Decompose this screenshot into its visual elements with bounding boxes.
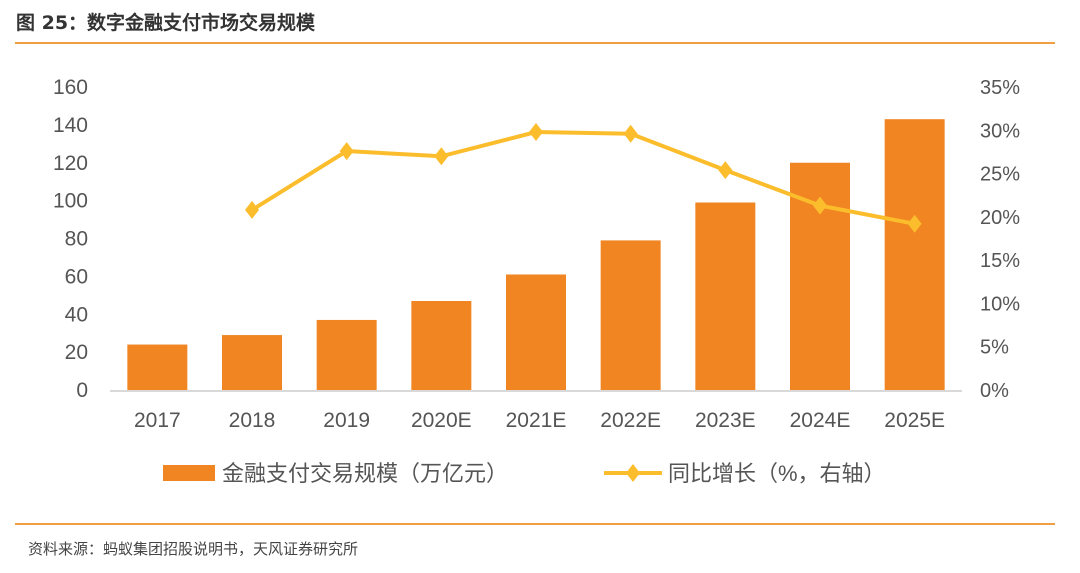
right-tick-label: 5% bbox=[980, 337, 1009, 359]
left-tick-label: 40 bbox=[65, 303, 88, 326]
right-tick-label: 30% bbox=[980, 120, 1020, 142]
x-tick-label: 2025E bbox=[884, 409, 945, 432]
right-tick-label: 20% bbox=[980, 207, 1020, 229]
growth-marker-2022E bbox=[623, 124, 638, 143]
bar-2025E bbox=[884, 119, 945, 390]
legend-bar-swatch bbox=[163, 465, 215, 481]
x-tick-label: 2022E bbox=[600, 409, 661, 432]
x-tick-label: 2020E bbox=[411, 409, 472, 432]
right-tick-label: 35% bbox=[980, 77, 1020, 99]
bar-2022E bbox=[600, 240, 661, 390]
left-tick-label: 20 bbox=[65, 341, 88, 364]
legend-line-marker bbox=[626, 464, 640, 482]
x-tick-label: 2021E bbox=[506, 409, 567, 432]
left-tick-label: 0 bbox=[76, 379, 88, 402]
right-tick-label: 0% bbox=[980, 380, 1009, 402]
growth-line bbox=[250, 130, 916, 226]
x-tick-label: 2024E bbox=[790, 409, 851, 432]
legend-line-label: 同比增长（%，右轴） bbox=[668, 461, 886, 486]
bar-2017 bbox=[127, 344, 188, 390]
bar-2018 bbox=[222, 335, 282, 390]
bar-2020E bbox=[411, 300, 472, 390]
growth-marker-2024E bbox=[813, 196, 827, 215]
left-tick-label: 160 bbox=[53, 76, 88, 99]
growth-marker-2021E bbox=[529, 123, 543, 142]
legend-bar-label: 金融支付交易规模（万亿元） bbox=[222, 461, 508, 486]
source-note: 资料来源：蚂蚁集团招股说明书，天风证券研究所 bbox=[28, 540, 359, 558]
growth-marker-2023E bbox=[718, 161, 733, 180]
right-tick-label: 10% bbox=[980, 293, 1020, 315]
bar-2021E bbox=[506, 274, 566, 390]
growth-marker-2020E bbox=[434, 147, 449, 166]
left-tick-label: 120 bbox=[53, 152, 88, 175]
x-tick-label: 2018 bbox=[229, 409, 276, 432]
bar-2023E bbox=[695, 202, 756, 390]
figure-title: 图 25：数字金融支付市场交易规模 bbox=[16, 12, 316, 34]
left-tick-label: 60 bbox=[65, 265, 88, 288]
x-tick-label: 2019 bbox=[323, 409, 370, 432]
x-tick-label: 2017 bbox=[134, 409, 181, 432]
left-tick-label: 80 bbox=[65, 228, 88, 251]
top-divider bbox=[15, 42, 1055, 44]
right-tick-label: 15% bbox=[980, 250, 1020, 272]
bar-2019 bbox=[316, 319, 377, 390]
growth-marker-2025E bbox=[907, 214, 922, 233]
right-tick-label: 25% bbox=[980, 164, 1020, 186]
growth-marker-2019 bbox=[339, 142, 354, 161]
growth-marker-2018 bbox=[245, 200, 259, 219]
left-tick-label: 140 bbox=[53, 114, 88, 137]
x-tick-label: 2023E bbox=[695, 409, 756, 432]
left-tick-label: 100 bbox=[53, 190, 88, 213]
bottom-divider bbox=[15, 523, 1055, 525]
